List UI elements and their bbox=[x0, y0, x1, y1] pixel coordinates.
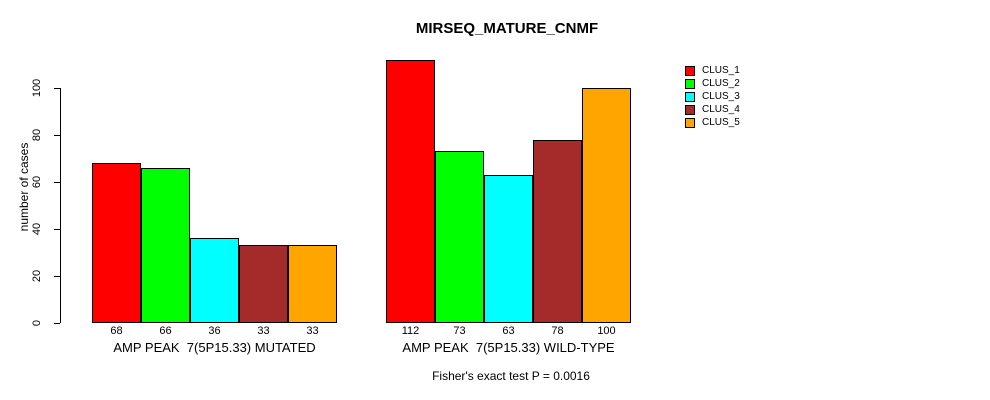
legend-swatch-clus_5 bbox=[685, 117, 695, 128]
bar-value-label: 66 bbox=[159, 325, 172, 337]
bar-value-label: 33 bbox=[306, 325, 319, 337]
bar-clus_4-group-1 bbox=[239, 245, 288, 323]
legend-swatch-clus_2 bbox=[685, 78, 695, 89]
legend-swatch-clus_1 bbox=[685, 65, 695, 76]
bar-clus_5-group-2 bbox=[582, 88, 631, 323]
legend-row: CLUS_4 bbox=[685, 103, 740, 116]
bar-value-label: 112 bbox=[401, 325, 420, 337]
bar-value-label: 73 bbox=[453, 325, 466, 337]
annotation-text: Fisher's exact test P = 0.0016 bbox=[432, 369, 590, 383]
bar-value-label: 100 bbox=[597, 325, 616, 337]
y-tick-label: 100 bbox=[31, 78, 43, 98]
bar-clus_2-group-2 bbox=[435, 151, 484, 323]
bar-value-label: 68 bbox=[110, 325, 123, 337]
y-tick-mark bbox=[54, 229, 60, 230]
legend-swatch-clus_4 bbox=[685, 104, 695, 115]
y-tick-mark bbox=[54, 135, 60, 136]
y-tick-mark bbox=[54, 88, 60, 89]
y-tick-label: 60 bbox=[31, 175, 43, 189]
legend-row: CLUS_3 bbox=[685, 90, 740, 103]
chart-title: MIRSEQ_MATURE_CNMF bbox=[415, 20, 599, 37]
legend-label: CLUS_1 bbox=[702, 65, 740, 76]
legend-label: CLUS_3 bbox=[702, 91, 740, 102]
legend-row: CLUS_5 bbox=[685, 116, 740, 129]
legend-row: CLUS_1 bbox=[685, 64, 740, 77]
y-tick-label: 40 bbox=[31, 222, 43, 236]
bar-clus_1-group-1 bbox=[92, 163, 141, 323]
bar-clus_3-group-2 bbox=[484, 174, 533, 323]
legend-row: CLUS_2 bbox=[685, 77, 740, 90]
y-tick-label: 0 bbox=[31, 319, 43, 327]
bar-value-label: 63 bbox=[502, 325, 515, 337]
y-axis-line bbox=[60, 88, 61, 323]
bar-clus_1-group-2 bbox=[386, 59, 435, 323]
legend-swatch-clus_3 bbox=[685, 91, 695, 102]
y-tick-mark bbox=[54, 182, 60, 183]
bar-value-label: 36 bbox=[208, 325, 221, 337]
y-tick-label: 20 bbox=[31, 269, 43, 283]
bar-value-label: 33 bbox=[257, 325, 270, 337]
y-tick-mark bbox=[54, 323, 60, 324]
bar-clus_4-group-2 bbox=[533, 139, 582, 323]
legend-label: CLUS_5 bbox=[702, 117, 740, 128]
group-label: AMP PEAK 7(5P15.33) MUTATED bbox=[113, 340, 316, 355]
legend-label: CLUS_2 bbox=[702, 78, 740, 89]
bar-value-label: 78 bbox=[551, 325, 564, 337]
bar-clus_3-group-1 bbox=[190, 238, 239, 323]
bar-clus_5-group-1 bbox=[288, 245, 337, 323]
y-axis-label: number of cases bbox=[17, 142, 31, 232]
y-tick-mark bbox=[54, 276, 60, 277]
y-tick-label: 80 bbox=[31, 128, 43, 142]
group-label: AMP PEAK 7(5P15.33) WILD-TYPE bbox=[402, 340, 615, 355]
legend-label: CLUS_4 bbox=[702, 104, 740, 115]
bar-clus_2-group-1 bbox=[141, 167, 190, 323]
legend: CLUS_1 CLUS_2 CLUS_3 CLUS_4 CLUS_5 bbox=[685, 64, 740, 129]
